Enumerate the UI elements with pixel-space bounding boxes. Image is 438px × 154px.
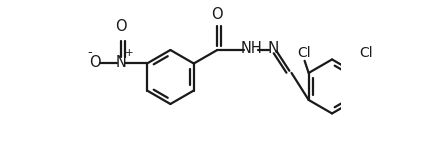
Text: Cl: Cl: [360, 46, 373, 60]
Text: -: -: [88, 46, 92, 59]
Text: N: N: [116, 55, 127, 70]
Text: N: N: [268, 41, 279, 56]
Text: O: O: [89, 55, 101, 70]
Text: NH: NH: [241, 41, 263, 56]
Text: +: +: [125, 48, 134, 58]
Text: Cl: Cl: [297, 46, 311, 60]
Text: O: O: [116, 19, 127, 34]
Text: O: O: [212, 7, 223, 22]
